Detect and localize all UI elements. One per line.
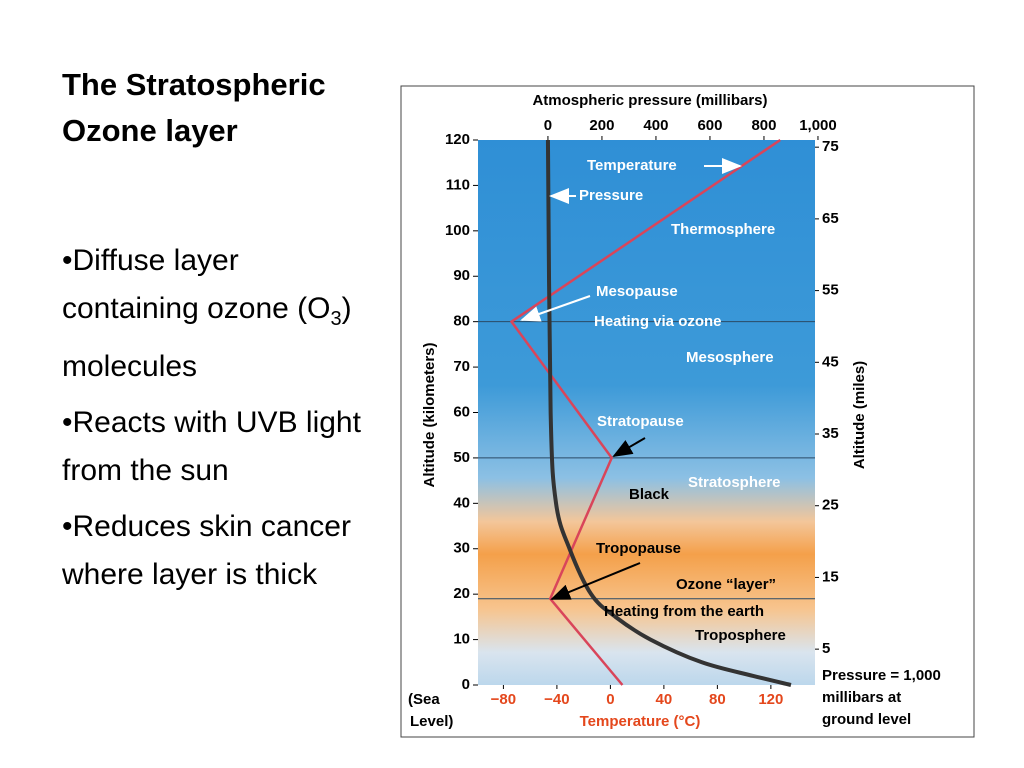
y-tick-label: 40 bbox=[453, 494, 470, 511]
bullet: •Diffuse layer containing ozone (O3) mol… bbox=[62, 237, 382, 391]
x2-tick-label: 200 bbox=[589, 117, 614, 134]
annotation: Mesosphere bbox=[686, 349, 774, 366]
y-tick-label: 10 bbox=[453, 631, 470, 648]
y-tick-label: 100 bbox=[445, 222, 470, 239]
x2-tick-label: 0 bbox=[544, 117, 552, 134]
arrow bbox=[520, 295, 591, 322]
bullet: •Reacts with UVB light from the sun bbox=[62, 399, 382, 495]
x-tick-label: 40 bbox=[656, 691, 673, 708]
annotation: Stratosphere bbox=[688, 474, 781, 491]
y-tick-label: 120 bbox=[445, 131, 470, 148]
x-tick-label: 0 bbox=[606, 691, 614, 708]
annotation: Ozone “layer” bbox=[676, 576, 776, 593]
y2-tick-label: 55 bbox=[822, 282, 839, 299]
x2-tick-label: 400 bbox=[643, 117, 668, 134]
arrow bbox=[612, 437, 646, 458]
slide-title: The Stratospheric Ozone layer bbox=[62, 67, 326, 148]
note: ground level bbox=[822, 711, 911, 728]
y2-tick-label: 25 bbox=[822, 497, 839, 514]
x-axis-title: Temperature (°C) bbox=[580, 713, 701, 730]
note: Pressure = 1,000 bbox=[822, 667, 941, 684]
y-tick-label: 50 bbox=[453, 449, 470, 466]
y-tick-label: 70 bbox=[453, 358, 470, 375]
annotation: Heating via ozone bbox=[594, 313, 722, 330]
pressure-curve bbox=[545, 139, 792, 687]
y2-tick-label: 65 bbox=[822, 210, 839, 227]
y2-tick-label: 5 bbox=[822, 640, 830, 657]
x2-tick-label: 600 bbox=[697, 117, 722, 134]
y2-axis-title: Altitude (miles) bbox=[851, 361, 868, 469]
y-axis-title: Altitude (kilometers) bbox=[421, 342, 438, 487]
x2-axis-title: Atmospheric pressure (millibars) bbox=[532, 92, 767, 109]
x-tick-label: −80 bbox=[491, 691, 516, 708]
series-label: Pressure bbox=[579, 187, 643, 204]
note: millibars at bbox=[822, 689, 901, 706]
y-tick-label: 60 bbox=[453, 403, 470, 420]
x-tick-label: −40 bbox=[544, 691, 569, 708]
annotation: Thermosphere bbox=[671, 221, 775, 238]
bullet: •Reduces skin cancer where layer is thic… bbox=[62, 503, 382, 599]
y2-tick-label: 45 bbox=[822, 353, 839, 370]
y2-tick-label: 75 bbox=[822, 138, 839, 155]
y2-tick-label: 35 bbox=[822, 425, 839, 442]
annotation: Troposphere bbox=[695, 627, 786, 644]
temperature-line bbox=[510, 138, 781, 686]
annotation: Mesopause bbox=[596, 283, 678, 300]
annotation: Heating from the earth bbox=[604, 603, 764, 620]
y-tick-label: 110 bbox=[446, 176, 470, 193]
x-tick-label: 120 bbox=[758, 691, 783, 708]
y-tick-label: 30 bbox=[453, 540, 470, 557]
annotation: Stratopause bbox=[597, 413, 684, 430]
y-tick-label: 20 bbox=[453, 585, 470, 602]
series-label: Temperature bbox=[587, 157, 677, 174]
subscript: 3 bbox=[330, 308, 342, 330]
annotation: Black bbox=[629, 486, 670, 503]
y-tick-label: 90 bbox=[453, 267, 470, 284]
y-tick-label: 0 bbox=[462, 676, 470, 693]
x-tick-label: 80 bbox=[709, 691, 726, 708]
sea-level-label: (Sea bbox=[408, 691, 440, 708]
bullet-list: •Diffuse layer containing ozone (O3) mol… bbox=[62, 237, 382, 607]
x2-tick-label: 1,000 bbox=[799, 117, 837, 134]
bullet-text: •Reduces skin cancer where layer is thic… bbox=[62, 510, 351, 591]
bullet-text: •Diffuse layer containing ozone (O bbox=[62, 244, 331, 325]
arrow bbox=[550, 562, 641, 600]
x2-tick-label: 800 bbox=[751, 117, 776, 134]
annotation: Tropopause bbox=[596, 540, 681, 557]
y2-tick-label: 15 bbox=[822, 568, 839, 585]
sea-level-label: Level) bbox=[410, 713, 453, 730]
bullet-text: •Reacts with UVB light from the sun bbox=[62, 406, 361, 487]
bullet-text: ) molecules bbox=[62, 292, 352, 383]
y-tick-label: 80 bbox=[453, 313, 470, 330]
